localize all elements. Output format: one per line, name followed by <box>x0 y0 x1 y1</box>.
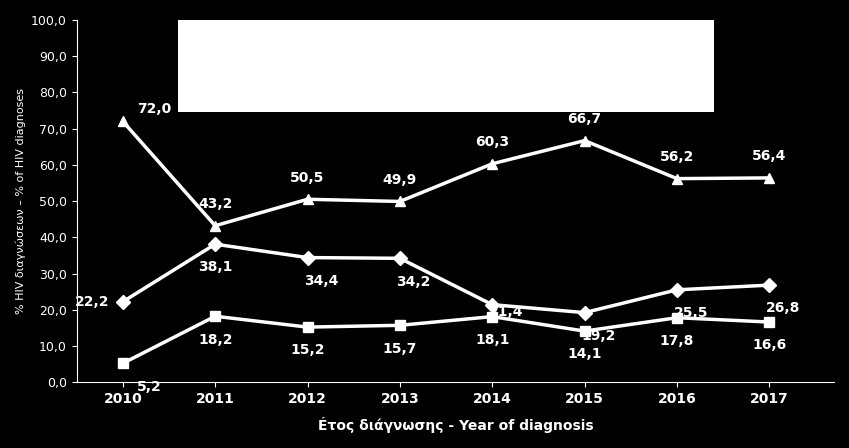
Text: 16,6: 16,6 <box>752 338 786 352</box>
Text: 50,5: 50,5 <box>290 171 324 185</box>
Text: 5,2: 5,2 <box>137 379 161 394</box>
Text: 66,7: 66,7 <box>568 112 602 126</box>
Text: 34,4: 34,4 <box>304 274 339 288</box>
Text: 25,5: 25,5 <box>673 306 708 320</box>
Text: 17,8: 17,8 <box>660 334 694 348</box>
Text: 21,4: 21,4 <box>489 305 523 319</box>
Text: 34,2: 34,2 <box>396 275 431 289</box>
Text: 26,8: 26,8 <box>766 302 801 315</box>
Text: 22,2: 22,2 <box>75 295 109 309</box>
X-axis label: Éτος διάγνωσης - Year of diagnosis: Éτος διάγνωσης - Year of diagnosis <box>318 417 593 433</box>
Text: 15,7: 15,7 <box>383 342 417 356</box>
Text: 72,0: 72,0 <box>137 102 171 116</box>
Text: 15,2: 15,2 <box>290 344 325 358</box>
Text: 56,4: 56,4 <box>752 150 786 164</box>
Y-axis label: % HIV διαγνώσεων – % of HIV diagnoses: % HIV διαγνώσεων – % of HIV diagnoses <box>15 88 25 314</box>
Text: 49,9: 49,9 <box>383 173 417 187</box>
Text: 43,2: 43,2 <box>198 197 233 211</box>
Text: 18,1: 18,1 <box>475 333 509 347</box>
Bar <box>178 15 714 112</box>
Text: 60,3: 60,3 <box>475 135 509 149</box>
Text: 18,2: 18,2 <box>198 332 233 347</box>
Text: 19,2: 19,2 <box>582 329 616 343</box>
Text: 56,2: 56,2 <box>660 150 694 164</box>
Text: 38,1: 38,1 <box>198 260 233 275</box>
Text: 14,1: 14,1 <box>567 347 602 362</box>
